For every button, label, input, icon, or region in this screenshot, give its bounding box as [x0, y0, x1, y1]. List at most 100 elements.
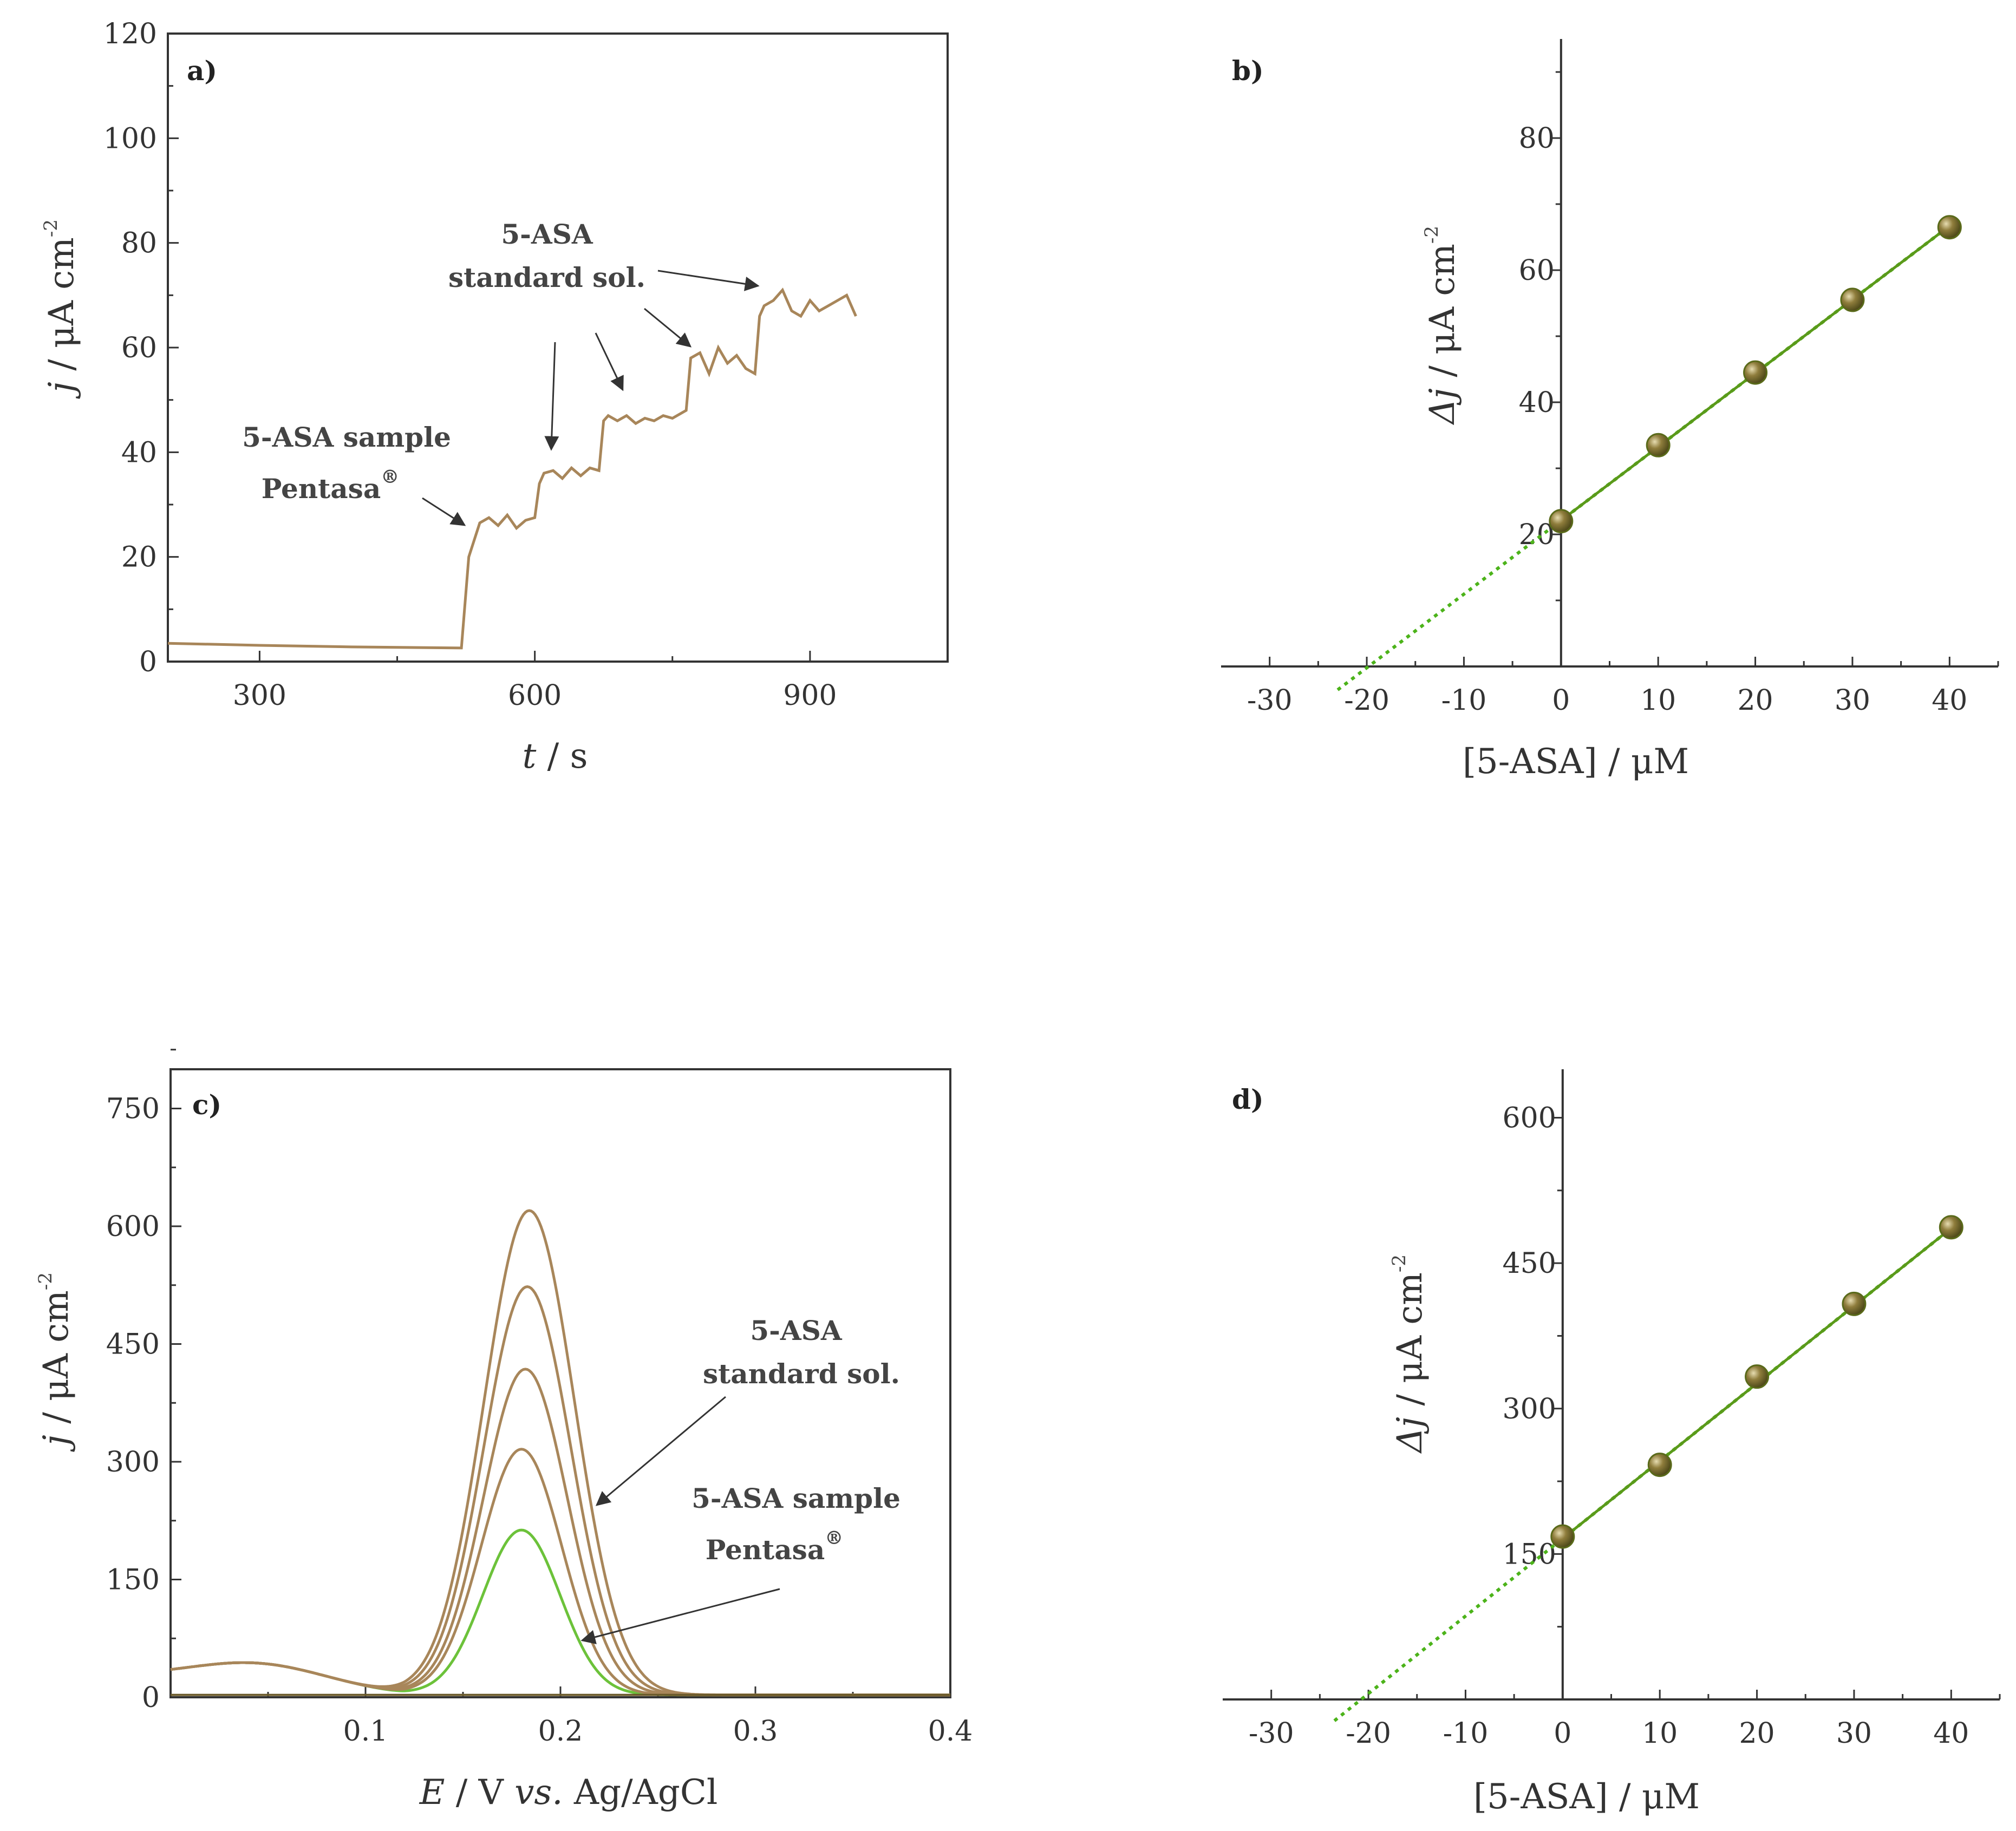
panel-a-y-tick-label: 60: [121, 332, 157, 364]
panel-c-y-axis-title: j / μA cm-2: [35, 1272, 76, 1452]
panel-c-x-axis: 0.1 0.2 0.3 0.4: [267, 1686, 973, 1748]
panel-b-data-point: [1937, 215, 1962, 240]
panel-c-sample-annotation-line2: Pentasa®: [706, 1527, 843, 1566]
panel-a-y-tick-label: 40: [121, 436, 157, 469]
panel-b-x-axis-title: [5-ASA] / μM: [1463, 742, 1689, 782]
panel-c-voltammograms: [170, 1209, 950, 1697]
panel-d-data-points: [1550, 1215, 1963, 1549]
panel-c-y-tick-label: 150: [106, 1564, 160, 1597]
panel-b-data-point: [1549, 509, 1574, 534]
panel-c-sample-annotation-line1: 5-ASA sample: [691, 1482, 901, 1514]
panel-c-standard-annotation-line2: standard sol.: [703, 1358, 900, 1390]
panel-b-x-tick-label: 20: [1737, 684, 1773, 717]
panel-c: c) 0 150 300 450 600 750 0.1 0.2 0.3 0.4 j / μA …: [35, 1049, 973, 1813]
panel-d-y-axis: 150 300 450 600: [1503, 1102, 1563, 1628]
panel-a-standard-annotation-line2: standard sol.: [448, 261, 645, 293]
panel-a-y-tick-label: 120: [103, 18, 157, 50]
panel-d-y-axis-title: Δj / μA cm-2: [1388, 1254, 1430, 1454]
panel-c-y-tick-label: 0: [142, 1682, 160, 1714]
panel-d-x-tick-label: 0: [1554, 1717, 1571, 1750]
panel-d-x-axis-title: [5-ASA] / μM: [1473, 1777, 1700, 1817]
panel-a-y-tick-label: 20: [121, 541, 157, 574]
panel-a-standard-arrow-4: [657, 270, 760, 291]
panel-a-label: a): [187, 55, 217, 87]
panel-a-current-trace: [167, 287, 857, 650]
panel-a-y-axis-title: j / μA cm-2: [40, 219, 82, 399]
panel-d-x-tick-label: 20: [1739, 1717, 1774, 1750]
panel-b-data-point: [1840, 287, 1865, 312]
panel-a-standard-arrow-2: [595, 332, 624, 391]
panel-b-x-tick-label: 0: [1552, 684, 1570, 717]
panel-d-x-tick-label: 10: [1642, 1717, 1678, 1750]
panel-a-standard-arrow-1: [544, 342, 559, 451]
panel-c-standard-annotation-line1: 5-ASA: [750, 1315, 842, 1346]
panel-c-voltammogram-5: [170, 1209, 950, 1697]
panel-a: a) 0 20 40 60 80 100 120 300 600 900 j / μA cm-2…: [40, 18, 949, 776]
panel-a-y-tick-label: 80: [121, 227, 157, 260]
panel-a-sample-arrow: [422, 497, 466, 526]
panel-c-x-tick-label: 0.1: [343, 1715, 388, 1748]
panel-d-x-tick-label: -30: [1249, 1717, 1294, 1750]
panel-b-y-tick-label: 60: [1519, 254, 1555, 287]
panel-c-sample-arrow: [580, 1588, 780, 1644]
panel-d: d) -30 -20 -10 0 10 20 30 40 150 300 450 600 Δj / …: [1223, 1069, 2001, 1817]
panel-a-x-tick-label: 900: [783, 679, 837, 712]
panel-d-y-tick-label: 150: [1503, 1538, 1556, 1571]
panel-c-voltammogram-1: [170, 1528, 950, 1697]
panel-b-x-tick-label: 10: [1640, 684, 1676, 717]
panel-b-data-points: [1549, 215, 1962, 534]
panel-d-data-point: [1550, 1524, 1575, 1549]
panel-c-y-tick-label: 450: [106, 1329, 160, 1361]
panel-d-x-tick-label: 30: [1836, 1717, 1872, 1750]
panel-d-x-axis: -30 -20 -10 0 10 20 30 40: [1249, 1690, 2001, 1750]
panel-d-data-point: [1647, 1453, 1672, 1477]
panel-b-x-tick-label: -30: [1247, 684, 1293, 717]
panel-a-sample-annotation-line1: 5-ASA sample: [242, 421, 451, 453]
panel-a-x-axis: 300 600 900: [233, 651, 949, 712]
panel-a-standard-arrow-3: [644, 308, 692, 348]
panel-c-x-axis-title: E / V vs. Ag/AgCl: [419, 1773, 718, 1813]
panel-a-x-axis-title: t / s: [523, 736, 588, 776]
panel-c-x-tick-label: 0.3: [733, 1715, 778, 1748]
panel-d-x-tick-label: -10: [1443, 1717, 1489, 1750]
panel-c-y-tick-label: 750: [106, 1093, 160, 1126]
panel-b-y-tick-label: 80: [1519, 122, 1555, 155]
panel-d-extrapolation-line: [1333, 1227, 1953, 1722]
panel-d-data-point: [1939, 1215, 1963, 1240]
panel-c-label: c): [192, 1089, 221, 1121]
panel-a-sample-annotation-line2: Pentasa®: [262, 466, 399, 505]
panel-a-y-tick-label: 100: [103, 122, 157, 155]
panel-b-x-tick-label: 40: [1932, 684, 1967, 717]
panel-c-x-tick-label: 0.2: [538, 1715, 583, 1748]
panel-d-y-tick-label: 600: [1503, 1102, 1556, 1135]
panel-b-x-tick-label: 30: [1835, 684, 1870, 717]
panel-b-data-point: [1646, 433, 1671, 457]
panel-d-data-point: [1842, 1291, 1867, 1316]
panel-b-label: b): [1232, 55, 1264, 87]
panel-d-y-tick-label: 300: [1503, 1393, 1556, 1425]
panel-c-y-axis: 0 150 300 450 600 750: [106, 1049, 181, 1714]
panel-b-x-tick-label: -20: [1344, 684, 1389, 717]
panel-b-y-tick-label: 20: [1519, 519, 1555, 551]
panel-d-label: d): [1232, 1083, 1264, 1115]
panel-a-y-tick-label: 0: [139, 646, 157, 678]
panel-b-x-axis: -30 -20 -10 0 10 20 30 40: [1247, 657, 1999, 717]
panel-c-y-tick-label: 300: [106, 1446, 160, 1479]
panel-a-x-tick-label: 300: [233, 679, 286, 712]
panel-a-y-axis: 0 20 40 60 80 100 120: [103, 18, 179, 678]
panel-b-x-tick-label: -10: [1441, 684, 1487, 717]
panel-c-y-tick-label: 600: [106, 1211, 160, 1243]
panel-b-y-axis-title: Δj / μA cm-2: [1421, 226, 1463, 426]
panel-b: b) -30 -20 -10 0 10 20 30 40 20 40 60 80 Δj / μA c…: [1221, 39, 1999, 782]
panel-d-x-tick-label: -20: [1346, 1717, 1391, 1750]
panel-b-data-point: [1743, 360, 1768, 385]
panel-d-x-tick-label: 40: [1933, 1717, 1969, 1750]
panel-a-frame: [167, 32, 949, 663]
panel-c-x-tick-label: 0.4: [928, 1715, 973, 1748]
panel-a-x-tick-label: 600: [508, 679, 562, 712]
panel-a-standard-annotation-line1: 5-ASA: [501, 218, 593, 250]
panel-b-y-tick-label: 40: [1519, 387, 1555, 419]
panel-b-y-axis: 20 40 60 80: [1519, 71, 1561, 601]
panel-d-y-tick-label: 450: [1503, 1247, 1556, 1280]
